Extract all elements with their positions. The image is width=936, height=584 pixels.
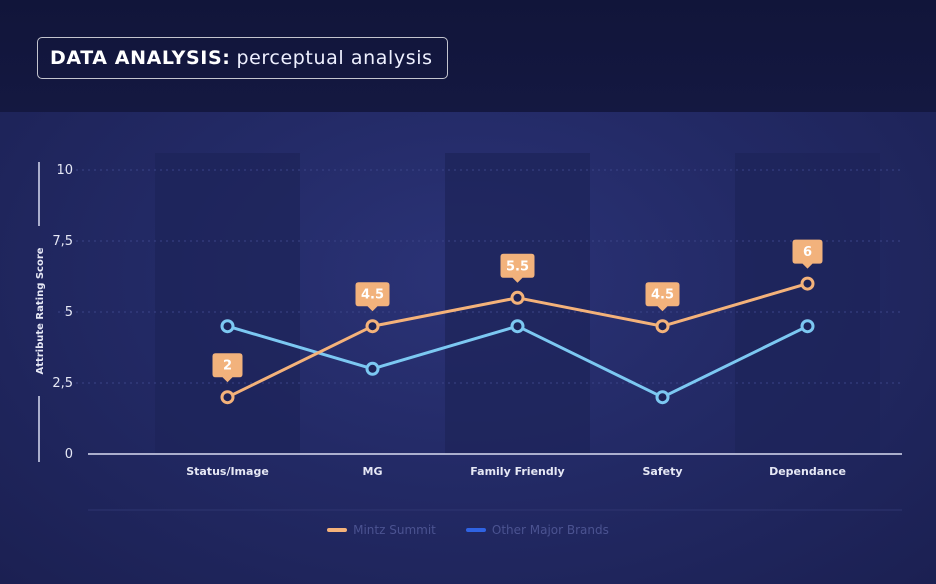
legend-swatch-mintz [327, 528, 348, 532]
x-tick-label: Safety [642, 465, 682, 478]
header-bar: DATA ANALYSIS: perceptual analysis [0, 0, 936, 112]
x-tick-label: Status/Image [186, 465, 269, 478]
x-tick-label: Family Friendly [470, 465, 564, 478]
x-tick-label: Dependance [769, 465, 846, 478]
data-point-other [220, 319, 235, 334]
data-point-mintz [800, 276, 815, 291]
data-label-callout [792, 239, 823, 269]
legend-label-other: Other Major Brands [491, 523, 609, 537]
y-tick-label: 2,5 [52, 376, 73, 391]
data-label: 4.5 [651, 288, 674, 303]
data-label-callout [645, 282, 680, 312]
data-label-callout [500, 253, 535, 283]
legend-item-other: Other Major Brands [465, 523, 609, 537]
data-label: 4.5 [361, 288, 384, 303]
legend-item-mintz: Mintz Summit [327, 523, 436, 537]
legend-label-mintz: Mintz Summit [353, 523, 436, 537]
data-point-other [800, 319, 815, 334]
column-band [735, 153, 880, 454]
column-band [155, 153, 300, 454]
data-label-callout [212, 353, 243, 383]
data-point-mintz [510, 290, 525, 305]
y-tick-label: 0 [65, 447, 73, 462]
data-point-other [510, 319, 525, 334]
page-title-bold: DATA ANALYSIS: [50, 47, 231, 69]
data-label: 2 [223, 359, 232, 374]
page-title: DATA ANALYSIS: perceptual analysis [37, 37, 448, 79]
y-tick-label: 7,5 [52, 234, 73, 249]
data-point-mintz [365, 319, 380, 334]
data-point-mintz [220, 390, 235, 405]
data-point-other [365, 361, 380, 376]
data-label-callout [355, 282, 390, 312]
data-point-mintz [655, 319, 670, 334]
data-label: 5.5 [506, 259, 529, 274]
x-tick-label: MG [363, 465, 383, 478]
data-label: 6 [803, 245, 812, 260]
chart-legend: Mintz Summit Other Major Brands [0, 523, 936, 537]
page-title-light: perceptual analysis [236, 47, 433, 69]
legend-swatch-other [465, 528, 486, 532]
y-tick-label: 5 [65, 305, 73, 320]
y-axis-label: Attribute Rating Score [35, 247, 46, 374]
y-tick-label: 10 [56, 163, 73, 178]
data-point-other [655, 390, 670, 405]
